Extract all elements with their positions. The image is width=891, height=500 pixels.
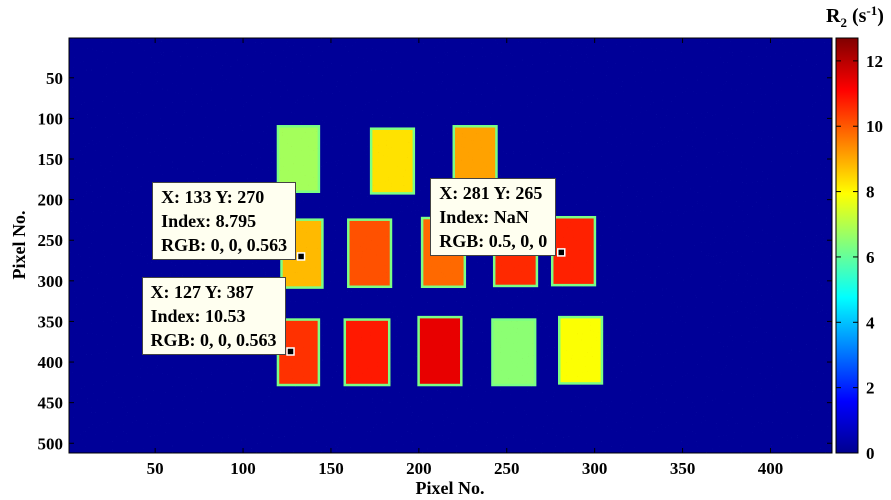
datatip-line: Index: 8.795 xyxy=(161,211,257,232)
sample-texture xyxy=(372,129,413,193)
x-tick-label: 200 xyxy=(406,459,432,478)
x-tick-label: 250 xyxy=(494,459,520,478)
colorbar-gradient xyxy=(836,38,858,453)
datatip-marker[interactable] xyxy=(286,347,295,356)
colorbar-title: R2 (s-1) xyxy=(826,3,884,30)
y-axis-ticks: 50 100 150 200 250 300 350 400 450 500 xyxy=(38,69,832,453)
y-tick-label: 300 xyxy=(38,272,64,291)
sample-region xyxy=(558,315,604,385)
sample-texture xyxy=(346,320,388,384)
colorbar-tick-label: 2 xyxy=(866,379,875,398)
plot-frame xyxy=(68,37,833,454)
colorbar: 0 2 4 6 8 10 12 R2 (s-1) xyxy=(826,3,884,463)
colorbar-frame xyxy=(835,37,859,454)
x-tick-label: 400 xyxy=(758,459,784,478)
x-axis-label: Pixel No. xyxy=(416,478,485,498)
datatip-box[interactable]: X: 127 Y: 387 Index: 10.53 RGB: 0, 0, 0.56… xyxy=(141,277,286,356)
y-tick-label: 250 xyxy=(38,231,64,250)
datatip-line: RGB: 0.5, 0, 0 xyxy=(439,231,548,252)
colorbar-tick-label: 0 xyxy=(866,444,875,463)
x-tick-label: 50 xyxy=(147,459,164,478)
datatip-line: RGB: 0, 0, 0.563 xyxy=(150,330,277,351)
datatip-markers xyxy=(286,248,566,356)
y-tick-label: 400 xyxy=(38,353,64,372)
y-tick-label: 350 xyxy=(38,312,64,331)
sample-region xyxy=(276,125,321,193)
sample-texture xyxy=(560,318,601,383)
datatip-marker[interactable] xyxy=(557,248,566,257)
datatip-marker[interactable] xyxy=(296,252,306,261)
sample-region xyxy=(491,318,537,387)
datatip-line: X: 281 Y: 265 xyxy=(439,183,543,204)
datatip-line: X: 133 Y: 270 xyxy=(161,187,265,208)
sample-texture xyxy=(279,320,318,384)
sample-region xyxy=(417,315,463,387)
sample-region xyxy=(369,127,416,195)
sample-region xyxy=(452,125,498,189)
datatip-box[interactable]: X: 133 Y: 270 Index: 8.795 RGB: 0, 0, 0.56… xyxy=(152,182,297,261)
sample-texture xyxy=(493,320,534,384)
sample-texture xyxy=(279,127,318,191)
y-tick-label: 200 xyxy=(38,191,64,210)
y-axis-label: Pixel No. xyxy=(9,211,29,280)
colorbar-tick-label: 12 xyxy=(866,52,883,71)
colorbar-tick-label: 4 xyxy=(866,313,875,332)
y-tick-label: 150 xyxy=(38,150,64,169)
datatip-line: RGB: 0, 0, 0.563 xyxy=(161,235,288,256)
sample-region xyxy=(343,318,391,387)
datatip-line: X: 127 Y: 387 xyxy=(150,282,254,303)
datatip-line: Index: NaN xyxy=(439,207,529,228)
y-tick-label: 500 xyxy=(38,434,64,453)
colorbar-tick-label: 10 xyxy=(866,117,883,136)
x-axis-ticks: 50 100 150 200 250 300 350 400 xyxy=(147,38,784,478)
sample-texture xyxy=(349,220,390,286)
datatip-line: Index: 10.53 xyxy=(150,306,246,327)
sample-region xyxy=(347,218,393,289)
y-tick-label: 50 xyxy=(46,69,63,88)
x-tick-label: 350 xyxy=(670,459,696,478)
x-tick-label: 100 xyxy=(230,459,256,478)
colorbar-tick-label: 6 xyxy=(866,248,875,267)
x-tick-label: 300 xyxy=(582,459,608,478)
y-tick-label: 100 xyxy=(38,109,64,128)
datatip-box[interactable]: X: 281 Y: 265 Index: NaN RGB: 0.5, 0, 0 xyxy=(430,178,557,257)
sample-texture xyxy=(419,318,461,384)
x-tick-label: 150 xyxy=(318,459,344,478)
sample-texture xyxy=(455,127,496,187)
colorbar-ticks: 0 2 4 6 8 10 12 xyxy=(836,52,883,463)
colorbar-tick-label: 8 xyxy=(866,183,875,202)
y-tick-label: 450 xyxy=(38,394,64,413)
